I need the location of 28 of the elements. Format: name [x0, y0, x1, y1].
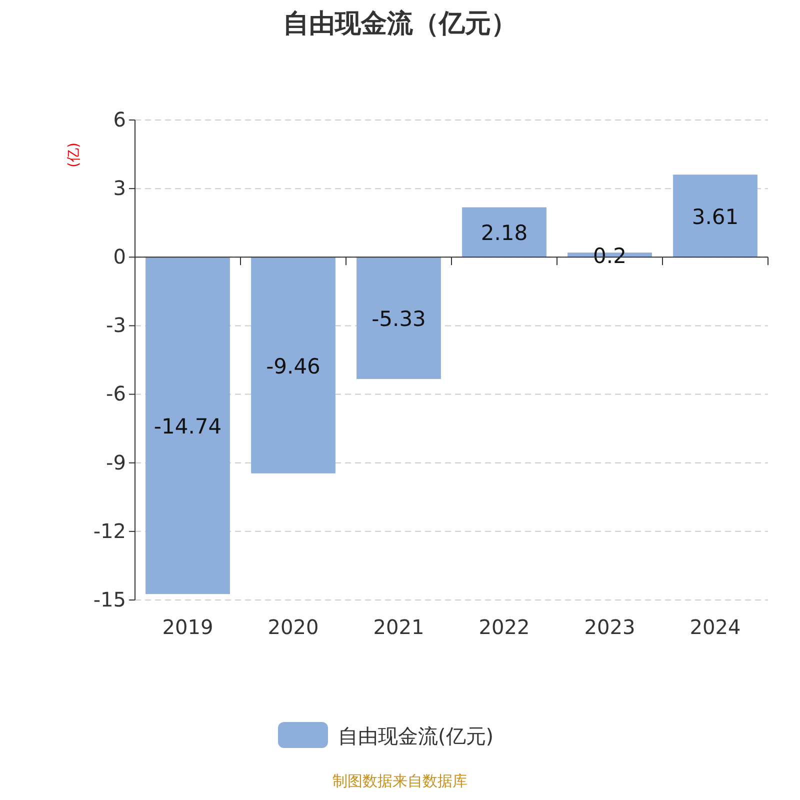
y-tick-label: -3 [106, 313, 126, 338]
bar [251, 257, 336, 474]
y-tick-label: -6 [106, 382, 126, 406]
legend-label: 自由现金流(亿元) [338, 724, 494, 748]
data-label: 3.61 [692, 204, 739, 229]
data-label: 2.18 [480, 221, 528, 246]
y-axis-title: (亿) [66, 142, 82, 168]
data-label: -14.74 [154, 414, 222, 439]
y-tick-label: 3 [113, 176, 126, 200]
x-tick-label: 2023 [584, 615, 636, 639]
y-tick-label: 0 [113, 244, 126, 269]
chart-title: 自由现金流（亿元） [283, 9, 517, 39]
data-label: -5.33 [372, 307, 426, 332]
y-tick-label: -15 [93, 587, 126, 612]
bar [356, 257, 441, 379]
text: 制图数据来自数据库 [332, 772, 468, 790]
bar [462, 207, 546, 258]
y-tick-label: -12 [93, 518, 126, 543]
x-tick-label: 2021 [373, 615, 424, 639]
y-tick-label: -9 [106, 450, 126, 474]
x-tick-label: 2019 [162, 615, 214, 639]
x-tick-label: 2024 [690, 615, 741, 639]
bar [146, 257, 230, 594]
data-label: -9.46 [266, 354, 320, 378]
bar [673, 174, 758, 258]
y-tick-label: 6 [113, 107, 126, 132]
x-tick-label: 2022 [478, 615, 530, 639]
x-tick-label: 2020 [268, 615, 319, 639]
